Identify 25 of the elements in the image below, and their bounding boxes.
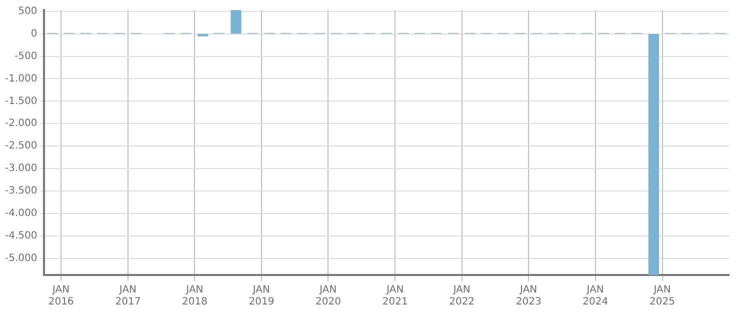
x-tick-label: JAN 2021 (382, 284, 408, 308)
x-tick-label: JAN 2025 (650, 284, 675, 308)
bar (198, 34, 208, 36)
x-tick-label: JAN 2017 (115, 284, 141, 308)
x-tick-label: JAN 2019 (248, 284, 274, 308)
y-tick-label: -2.000 (4, 118, 38, 130)
x-tick-label: JAN 2018 (182, 284, 208, 308)
y-tick-label: -1.000 (4, 73, 38, 84)
x-tick-label: JAN 2022 (449, 284, 475, 308)
y-tick-label: -500 (14, 50, 38, 62)
x-tick-label: JAN 2016 (48, 284, 74, 308)
y-tick-label: -4.500 (4, 230, 38, 242)
y-tick-label: -1.500 (4, 96, 38, 107)
x-tick-label: JAN 2023 (516, 284, 542, 308)
bar (648, 34, 659, 275)
y-tick-label: -2.500 (4, 140, 38, 152)
y-tick-label: -3.000 (4, 163, 38, 174)
y-tick-label: -3.500 (4, 186, 38, 197)
y-tick-label: 0 (30, 28, 38, 40)
x-tick-label: JAN 2024 (582, 284, 608, 308)
x-tick-label: JAN 2020 (315, 284, 341, 308)
y-tick-label: -4.000 (4, 208, 38, 220)
y-tick-label: 500 (18, 6, 38, 17)
y-tick-label: -5.000 (4, 252, 38, 264)
bar (230, 10, 242, 34)
